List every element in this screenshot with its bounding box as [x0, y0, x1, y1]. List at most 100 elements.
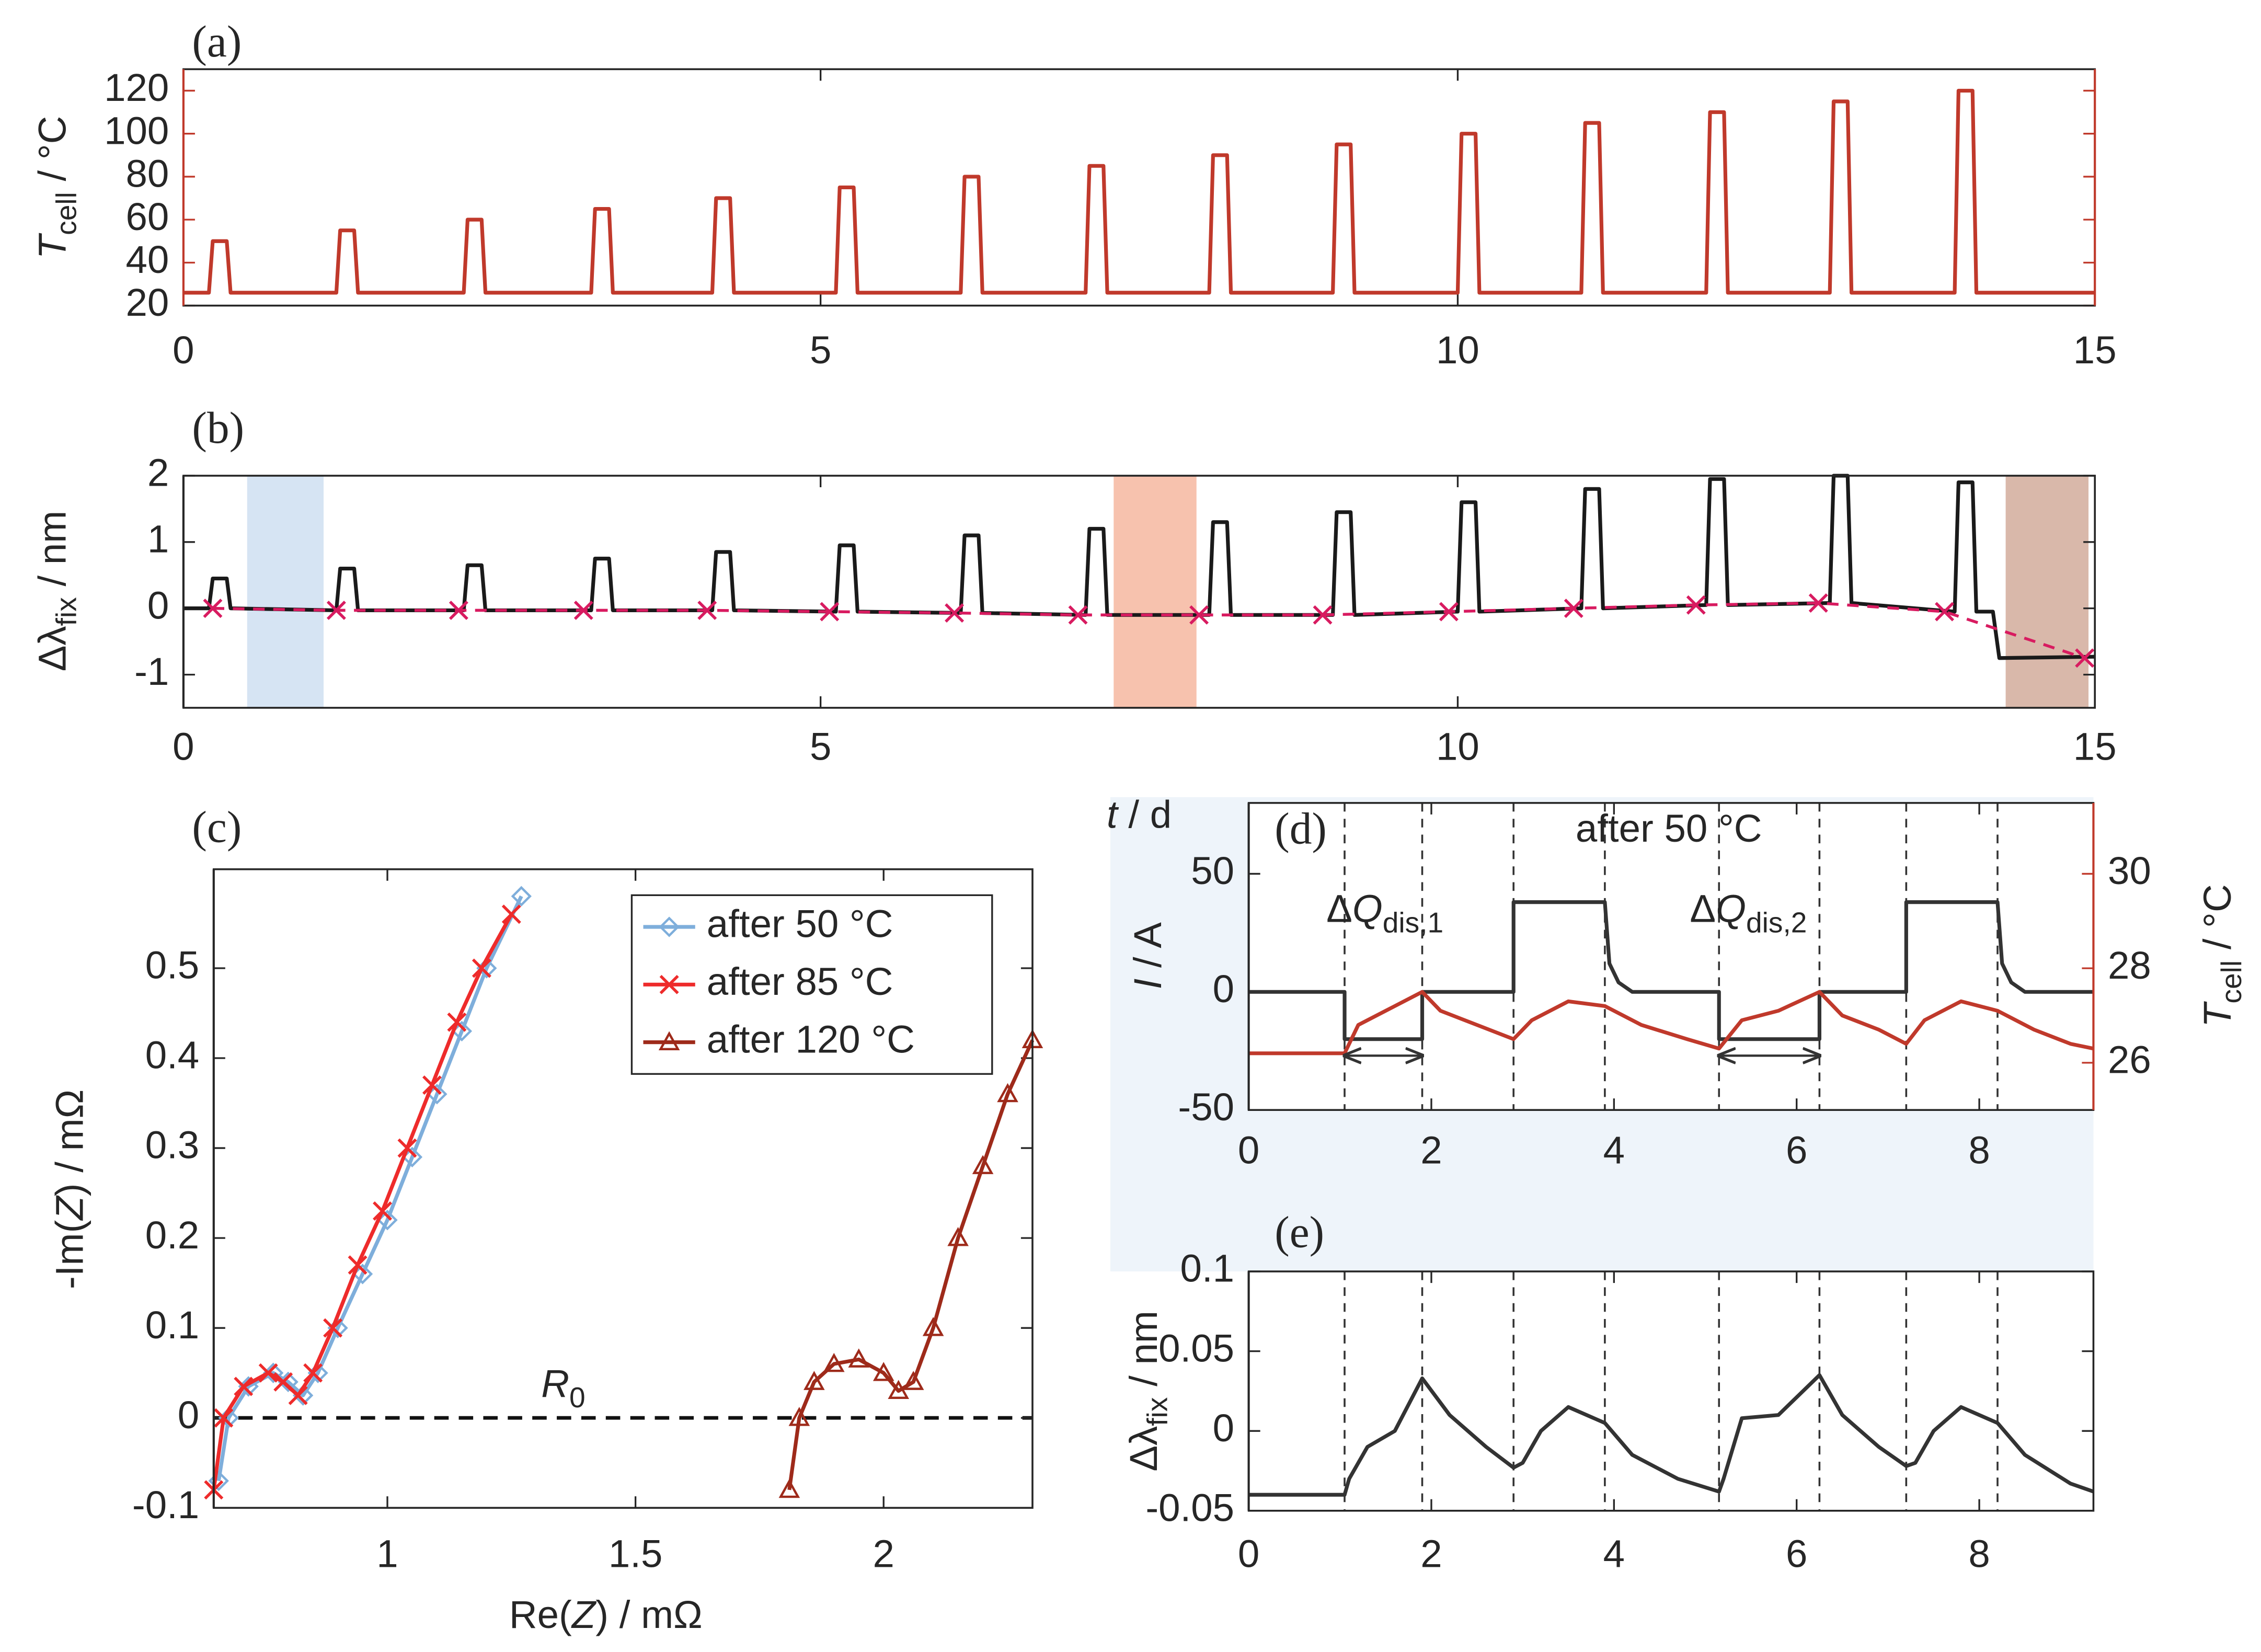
text-part: dis,1 — [1383, 906, 1443, 938]
marker — [972, 1155, 994, 1174]
marker — [218, 1407, 239, 1428]
y-tick-label: 0.4 — [145, 1034, 199, 1077]
x-tick-label: 0 — [173, 725, 194, 768]
marker — [238, 1376, 259, 1397]
marker — [511, 886, 532, 907]
text-part: Q — [1352, 887, 1383, 930]
x-tick-label: 5 — [810, 725, 831, 768]
y-tick-label: -1 — [134, 650, 169, 693]
series-line — [1248, 1373, 2094, 1497]
marker — [658, 1031, 680, 1051]
marker — [820, 602, 840, 622]
text-part: / d — [1118, 793, 1172, 836]
span — [1114, 475, 1197, 708]
legend-label: after 50 °C — [707, 902, 893, 946]
y-tick-label: 20 — [125, 281, 169, 324]
y-tick-label: 0.2 — [145, 1213, 199, 1257]
x-tick-label: 8 — [1968, 1129, 1990, 1172]
marker — [1313, 605, 1333, 625]
marker — [397, 1138, 417, 1158]
x-tick-label: 15 — [2073, 328, 2117, 372]
y-tick-label: 0 — [147, 583, 169, 627]
text-part: ) / mΩ — [595, 1592, 702, 1636]
y-tick-label: 60 — [125, 195, 169, 238]
text-part: Δλ — [30, 626, 74, 671]
marker — [447, 1012, 467, 1032]
y-axis-label: Tcell / °C — [30, 116, 82, 259]
marker — [476, 958, 497, 979]
marker — [1808, 593, 1828, 613]
annotation: ΔQdis,2 — [1690, 887, 1807, 938]
text-part: dis,2 — [1746, 906, 1807, 938]
marker — [873, 1362, 894, 1381]
marker — [823, 1352, 845, 1372]
series-line — [216, 895, 523, 1482]
text-part: cell — [2214, 960, 2247, 1004]
y2-tick-label: 28 — [2108, 944, 2151, 987]
marker — [947, 1227, 969, 1246]
y2-tick-label: 26 — [2108, 1038, 2151, 1082]
marker — [573, 600, 593, 620]
marker — [804, 1371, 825, 1390]
marker — [307, 1362, 328, 1383]
text-part: / °C — [2196, 884, 2239, 960]
y-tick-label: 1 — [147, 517, 169, 560]
x-tick-label: 6 — [1786, 1129, 1807, 1172]
y-tick-label: 0.1 — [1180, 1247, 1234, 1290]
marker — [902, 1371, 924, 1390]
x-tick-label: 10 — [1436, 725, 1479, 768]
x-tick-label: 0 — [173, 328, 194, 372]
text-part: Re( — [509, 1592, 572, 1636]
y-axis-label: I / A — [1126, 922, 1169, 990]
x-tick-label: 10 — [1436, 328, 1479, 372]
series-line — [787, 1039, 1035, 1490]
y2-axis-label: Tcell / °C — [2196, 884, 2247, 1027]
text-part: T — [30, 233, 74, 259]
marker — [659, 916, 680, 937]
marker — [449, 600, 468, 620]
text-part: Δλ — [1122, 1426, 1165, 1472]
marker — [348, 1255, 368, 1275]
y-tick-label: -50 — [1178, 1085, 1234, 1129]
marker — [1068, 605, 1088, 625]
x-tick-label: 1.5 — [609, 1532, 662, 1576]
marker — [659, 974, 679, 994]
y-tick-label: 100 — [104, 109, 169, 152]
marker — [1189, 605, 1209, 625]
plot-area — [1248, 1271, 2094, 1511]
text-part: Δ — [1690, 887, 1716, 930]
x-tick-label: 2 — [873, 1532, 894, 1576]
marker — [214, 1408, 234, 1428]
text-part: cell — [50, 192, 82, 235]
y-tick-label: 0.1 — [145, 1303, 199, 1347]
x-tick-label: 8 — [1968, 1532, 1990, 1576]
marker — [373, 1201, 393, 1221]
panel-label: (e) — [1275, 1208, 1324, 1257]
series-line — [183, 474, 2095, 660]
marker — [263, 1362, 284, 1383]
y-tick-label: 0.5 — [145, 944, 199, 987]
marker — [945, 603, 965, 623]
text-part: Z — [48, 1195, 91, 1221]
panel-label: (c) — [192, 803, 242, 852]
marker — [278, 1371, 299, 1393]
span — [247, 475, 324, 708]
marker — [303, 1363, 323, 1383]
x-axis-label: t / d — [1107, 793, 1172, 836]
x-tick-label: 4 — [1603, 1532, 1625, 1576]
text-part: fix — [1141, 1397, 1173, 1426]
marker — [1439, 602, 1459, 622]
marker — [234, 1376, 254, 1396]
y-tick-label: 0.05 — [1158, 1326, 1234, 1370]
marker — [422, 1075, 442, 1095]
text-part: fix — [50, 597, 82, 626]
text-part: t — [1107, 793, 1119, 836]
annotation: after 50 °C — [1576, 807, 1762, 850]
marker — [472, 958, 491, 978]
marker — [997, 1083, 1018, 1103]
x-tick-label: 0 — [1238, 1129, 1259, 1172]
text-part: / °C — [30, 116, 74, 192]
text-part: / nm — [30, 511, 74, 597]
